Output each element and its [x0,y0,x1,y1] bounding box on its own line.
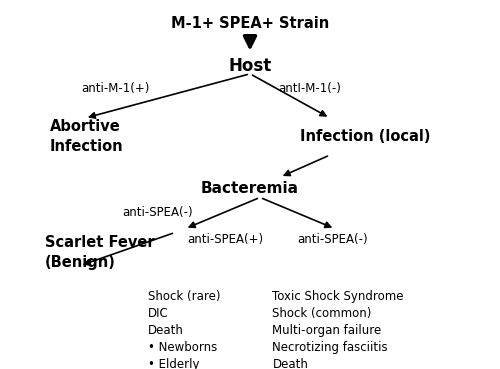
Text: Bacteremia: Bacteremia [201,181,299,196]
Text: anti-SPEA(-): anti-SPEA(-) [297,233,368,246]
Text: M-1+ SPEA+ Strain: M-1+ SPEA+ Strain [171,17,329,31]
Text: anti-M-1(+): anti-M-1(+) [81,82,149,95]
Text: Infection (local): Infection (local) [300,129,430,144]
Text: Shock (rare)
DIC
Death
• Newborns
• Elderly
• Debilitated
• Compromised: Shock (rare) DIC Death • Newborns • Elde… [148,290,240,369]
Text: Abortive
Infection: Abortive Infection [50,119,124,154]
Text: anti-SPEA(+): anti-SPEA(+) [187,233,263,246]
Text: anti-SPEA(-): anti-SPEA(-) [122,206,193,219]
Text: Toxic Shock Syndrome
Shock (common)
Multi-organ failure
Necrotizing fasciitis
De: Toxic Shock Syndrome Shock (common) Mult… [272,290,404,369]
Text: Host: Host [228,58,272,75]
Text: antI-M-1(-): antI-M-1(-) [278,82,342,95]
Text: Scarlet Fever
(Benign): Scarlet Fever (Benign) [45,235,154,270]
